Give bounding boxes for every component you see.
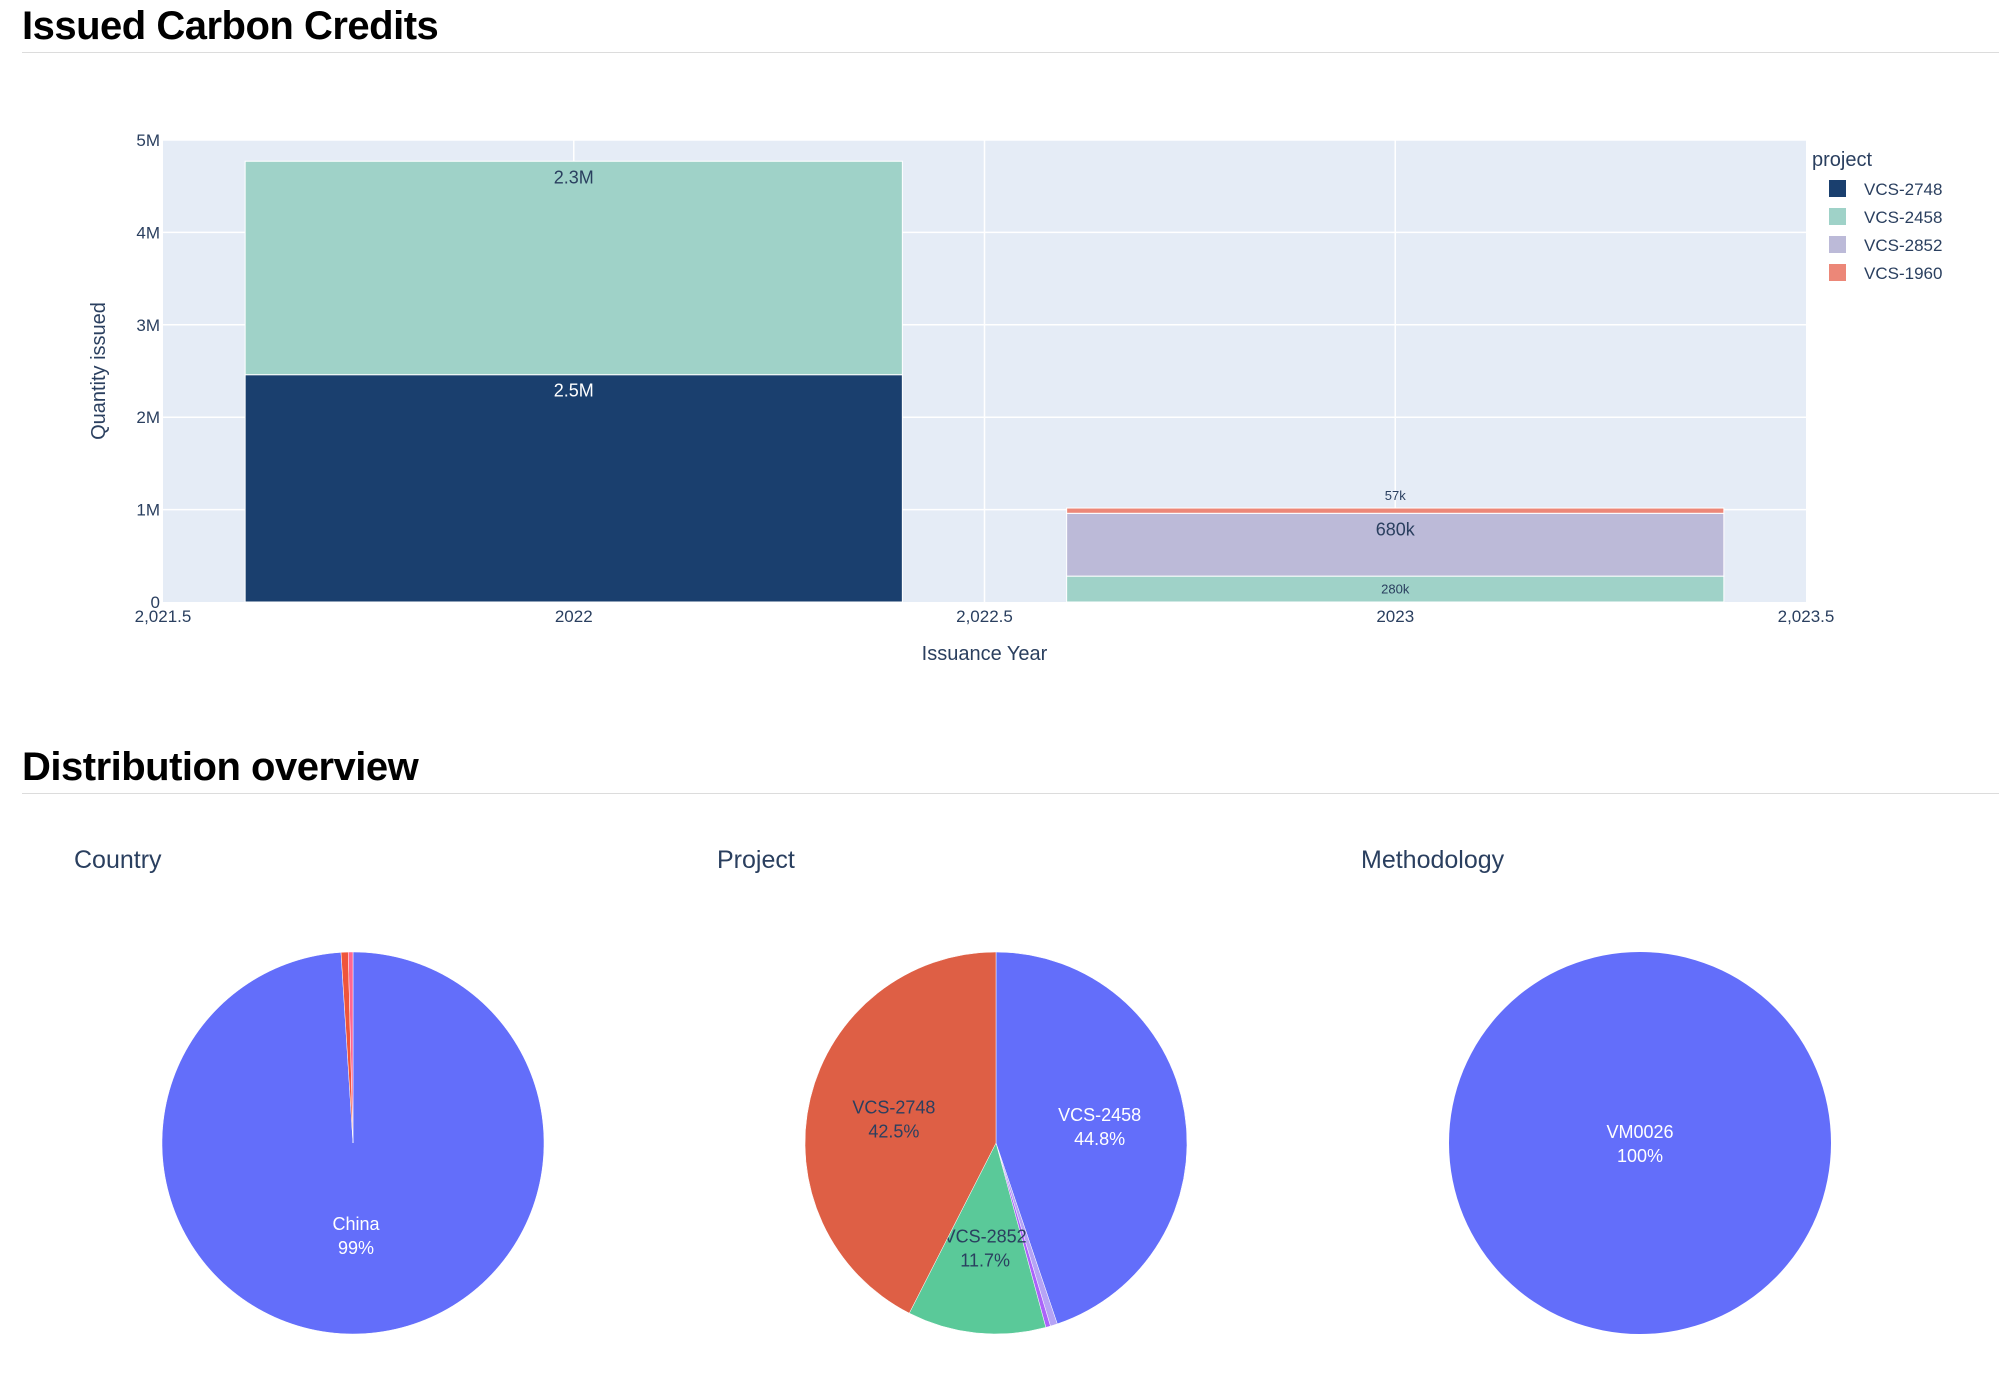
y-tick-label: 3M <box>136 316 160 335</box>
pie-slice-vcs-2458 <box>995 951 1188 1325</box>
methodology-pie-title: Methodology <box>1361 846 1505 874</box>
bar-data-label: 2.3M <box>554 167 594 187</box>
y-tick-label: 4M <box>136 223 160 242</box>
x-tick-label: 2,022.5 <box>956 607 1013 626</box>
pie-slice-percent: 11.7% <box>960 1250 1010 1270</box>
bar-data-label: 680k <box>1376 519 1416 539</box>
distribution-pie-charts: China 99% VCS-2458 44.8% VCS-2852 11.7% VCS-27… <box>161 951 1831 1335</box>
project-pie: VCS-2458 44.8% VCS-2852 11.7% VCS-2748 42.5% <box>804 951 1188 1335</box>
legend-label: VCS-1960 <box>1864 264 1942 283</box>
x-tick-label: 2,021.5 <box>135 607 192 626</box>
page-title: Issued Carbon Credits <box>22 4 439 48</box>
x-tick-label: 2023 <box>1376 607 1414 626</box>
pie-slice-percent: 100% <box>1617 1146 1663 1166</box>
bar-vcs-2748-2022 <box>244 374 903 603</box>
pie-slice-label: VCS-2852 <box>944 1226 1027 1246</box>
bar-vcs-1960-2023 <box>1066 507 1725 514</box>
bar-vcs-2458-2023 <box>1066 575 1725 603</box>
legend-label: VCS-2852 <box>1864 236 1942 255</box>
x-tick-label: 2022 <box>555 607 593 626</box>
legend-label: VCS-2458 <box>1864 208 1942 227</box>
distribution-divider <box>22 793 1999 794</box>
country-pie-title: Country <box>74 846 162 874</box>
pie-slice-percent: 44.8% <box>1074 1129 1125 1149</box>
y-tick-label: 5M <box>136 131 160 150</box>
y-axis-title: Quantity issued <box>88 302 110 440</box>
legend-swatch-vcs-2458 <box>1829 208 1846 225</box>
x-tick-label: 2,023.5 <box>1778 607 1835 626</box>
y-tick-label: 0 <box>151 593 160 612</box>
y-tick-label: 2M <box>136 408 160 427</box>
legend-swatch-vcs-1960 <box>1829 264 1846 281</box>
pie-slice-vcs-2748 <box>804 951 997 1314</box>
title-divider <box>22 52 1999 53</box>
y-tick-label: 1M <box>136 501 160 520</box>
legend-title: project <box>1812 149 1872 171</box>
legend-swatch-vcs-2852 <box>1829 236 1846 253</box>
pie-slice-label: VCS-2458 <box>1058 1105 1141 1125</box>
pie-slice-percent: 99% <box>338 1238 374 1258</box>
bar-data-label: 280k <box>1381 581 1410 596</box>
project-pie-title: Project <box>717 846 795 874</box>
methodology-pie: VM0026 100% <box>1449 952 1831 1334</box>
bar-data-label: 57k <box>1385 488 1406 503</box>
pie-slice-vm0026 <box>1449 952 1831 1334</box>
issued-credits-bar-chart: 0 1M 2M 3M 4M 5M 2,021.5 2022 2,022.5 2023 2,023.5… <box>88 131 1942 665</box>
pie-slice-percent: 42.5% <box>868 1121 919 1141</box>
pie-slice-label: VCS-2748 <box>852 1097 935 1117</box>
distribution-title: Distribution overview <box>22 745 419 789</box>
legend-label: VCS-2748 <box>1864 180 1942 199</box>
pie-slice <box>347 951 354 1144</box>
pie-slice-label: VM0026 <box>1606 1122 1673 1142</box>
x-axis-title: Issuance Year <box>922 643 1048 665</box>
legend-swatch-vcs-2748 <box>1829 180 1846 197</box>
country-pie: China 99% <box>161 951 545 1335</box>
pie-slice-label: China <box>332 1214 380 1234</box>
bar-vcs-2458-2022 <box>244 160 903 376</box>
bar-data-label: 2.5M <box>554 381 594 401</box>
pie-slice-vcs-2852 <box>908 1142 1047 1335</box>
